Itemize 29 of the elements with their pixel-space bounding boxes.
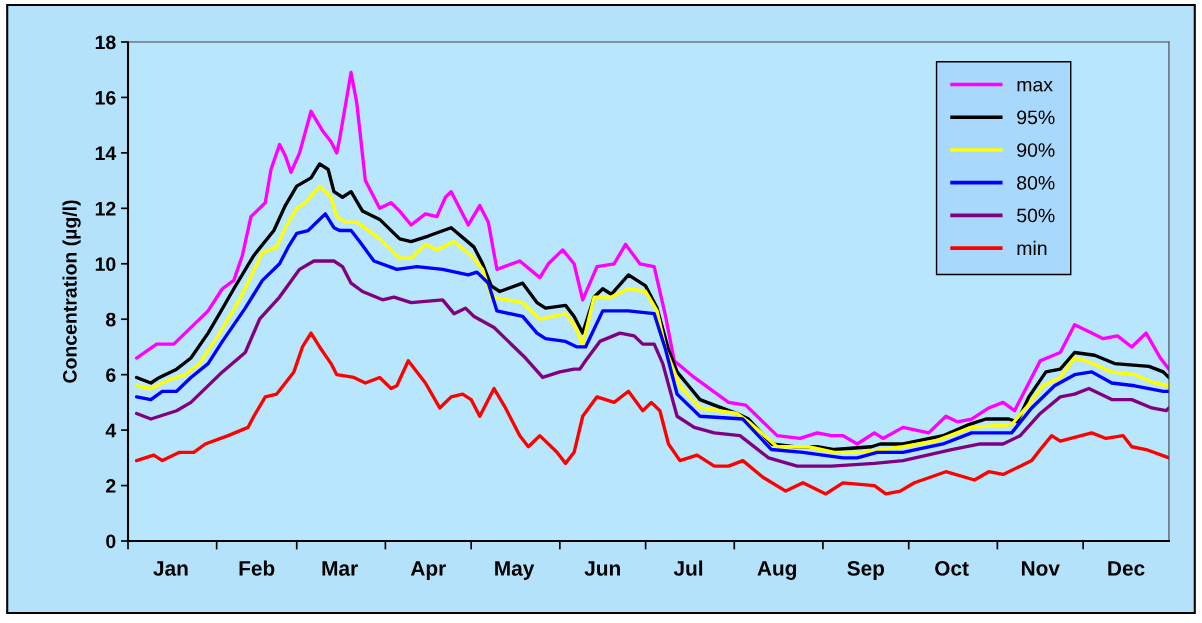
legend-label: min [1017,240,1047,255]
x-tick-label: Nov [1021,561,1060,576]
y-tick-label: 18 [95,35,116,50]
y-axis-title: Concentration (µg/l) [62,200,81,383]
x-tick-label: Mar [322,561,358,576]
x-tick-label: Feb [239,560,275,576]
y-tick-label: 10 [95,257,116,272]
x-tick-label: Jul [673,560,703,576]
y-tick-label: 14 [95,146,117,160]
x-tick-label: Apr [410,561,446,580]
y-tick-label: 2 [106,479,116,493]
y-tick-label: 12 [95,201,116,216]
x-tick-label: Jun [584,561,620,576]
x-tick-label: Jan [153,561,188,576]
y-tick-label: 16 [95,90,116,105]
x-tick-label: Dec [1108,561,1145,576]
legend-label: 50% [1017,208,1055,223]
y-tick-label: 0 [106,534,116,549]
x-tick-label: Sep [847,561,885,580]
y-tick-label: 6 [106,368,116,382]
x-tick-label: May [495,561,535,580]
legend-label: max [1017,80,1053,92]
legend-label: 80% [1017,175,1055,190]
x-tick-label: Aug [757,561,797,580]
x-tick-label: Oct [935,561,969,576]
y-tick-label: 4 [105,423,117,438]
y-tick-label: 8 [106,312,116,327]
legend-label: 90% [1017,143,1055,157]
legend-label: 95% [1017,110,1055,125]
